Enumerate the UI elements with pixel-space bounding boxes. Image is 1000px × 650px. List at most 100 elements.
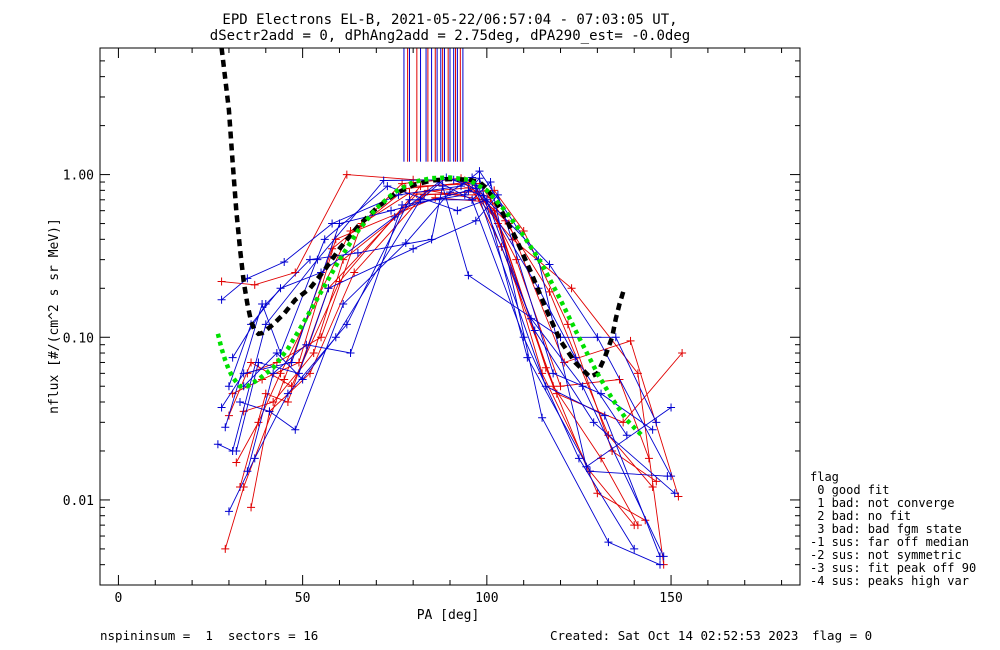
data-point <box>294 358 303 367</box>
data-point <box>276 284 285 293</box>
data-point <box>232 446 241 455</box>
footer-created: Created: Sat Oct 14 02:52:53 2023 <box>550 628 798 643</box>
data-point <box>261 320 270 329</box>
data-point <box>247 358 256 367</box>
data-point <box>574 454 583 463</box>
x-tick-label: 0 <box>115 591 123 606</box>
legend: flag 0 good fit 1 bad: not converge 2 ba… <box>810 470 976 588</box>
data-point <box>600 411 609 420</box>
series-line-blue <box>243 176 661 557</box>
footer-flag: flag = 0 <box>812 628 872 643</box>
data-point <box>228 353 237 362</box>
data-point <box>269 397 278 406</box>
data-point <box>387 206 396 215</box>
data-point <box>236 483 244 492</box>
data-point <box>644 454 653 463</box>
series-line-blue <box>228 181 661 566</box>
data-point <box>468 195 477 204</box>
data-point <box>283 397 292 406</box>
data-point <box>604 538 613 547</box>
data-point <box>254 358 263 367</box>
series-line-red <box>247 177 665 565</box>
series-line-red <box>250 189 679 508</box>
y-tick-label: 1.00 <box>63 169 94 184</box>
data-point <box>453 206 462 215</box>
data-point <box>656 552 664 561</box>
data-point <box>232 458 241 467</box>
series-line-blue <box>235 193 653 452</box>
data-point <box>471 216 480 225</box>
data-point <box>269 369 278 378</box>
legend-item: 3 bad: bad fgm state <box>810 522 962 536</box>
data-point <box>272 349 281 358</box>
data-point <box>401 238 410 247</box>
data-point <box>523 353 532 362</box>
data-point <box>224 382 233 391</box>
series-line-red <box>228 183 653 488</box>
data-point <box>217 295 226 304</box>
data-point <box>243 467 252 476</box>
data-point <box>626 336 635 345</box>
data-point <box>261 389 270 398</box>
data-point <box>663 472 672 481</box>
data-point <box>213 440 222 449</box>
series-line-blue <box>221 189 672 477</box>
data-point <box>438 182 447 191</box>
data-point <box>586 467 594 476</box>
series-line-blue <box>232 185 657 423</box>
data-point <box>549 369 558 378</box>
data-point <box>678 349 687 358</box>
data-point <box>221 544 230 553</box>
data-point <box>247 503 256 512</box>
legend-item: -1 sus: far off median <box>810 535 969 549</box>
y-tick-label: 0.10 <box>63 331 94 346</box>
data-point <box>398 201 407 210</box>
fit-curve-green <box>215 175 644 437</box>
data-point <box>217 277 226 286</box>
data-point <box>446 188 454 197</box>
data-point <box>670 489 679 498</box>
y-tick-label: 0.01 <box>63 494 94 509</box>
data-point <box>431 193 440 202</box>
data-point <box>512 255 521 264</box>
data-point <box>416 182 425 191</box>
footer-spin-info: nspininsum = 1 sectors = 16 <box>100 628 318 643</box>
data-point <box>420 190 429 199</box>
legend-item: -3 sus: fit peak off 90 <box>810 561 976 575</box>
data-point <box>652 418 661 427</box>
legend-item: 2 bad: no fit <box>810 509 911 523</box>
data-point <box>383 182 392 191</box>
data-point <box>390 212 399 221</box>
data-point <box>302 340 311 349</box>
axis-ticks: 0 50 100 150 0.01 0.10 1.00 <box>63 47 800 606</box>
data-point <box>324 284 333 293</box>
series-line-red <box>235 187 646 521</box>
data-point <box>291 268 300 277</box>
data-point <box>320 235 329 244</box>
data-point <box>652 477 661 486</box>
data-point <box>464 271 473 280</box>
chart-title: EPD Electrons EL-B, 2021-05-22/06:57:04 … <box>222 12 677 28</box>
data-point <box>405 195 414 204</box>
data-point <box>622 431 631 440</box>
series-line-blue <box>239 176 628 436</box>
y-axis-label: nflux [#/(cm^2 s sr MeV)] <box>47 218 62 414</box>
data-point <box>519 333 528 342</box>
data-point <box>346 349 355 358</box>
data-point <box>236 397 244 406</box>
data-point <box>656 560 664 569</box>
data-point <box>339 300 348 309</box>
data-point <box>342 170 351 179</box>
data-point <box>475 174 484 183</box>
data-point <box>221 423 230 432</box>
fit-curve-black <box>219 48 626 380</box>
data-point <box>250 280 259 289</box>
legend-item: 0 good fit <box>810 483 889 497</box>
data-point <box>353 248 362 257</box>
data-point <box>328 219 337 228</box>
data-point <box>545 260 554 269</box>
series-line-blue <box>228 181 635 550</box>
peak-markers <box>403 48 464 162</box>
data-point <box>224 507 233 516</box>
